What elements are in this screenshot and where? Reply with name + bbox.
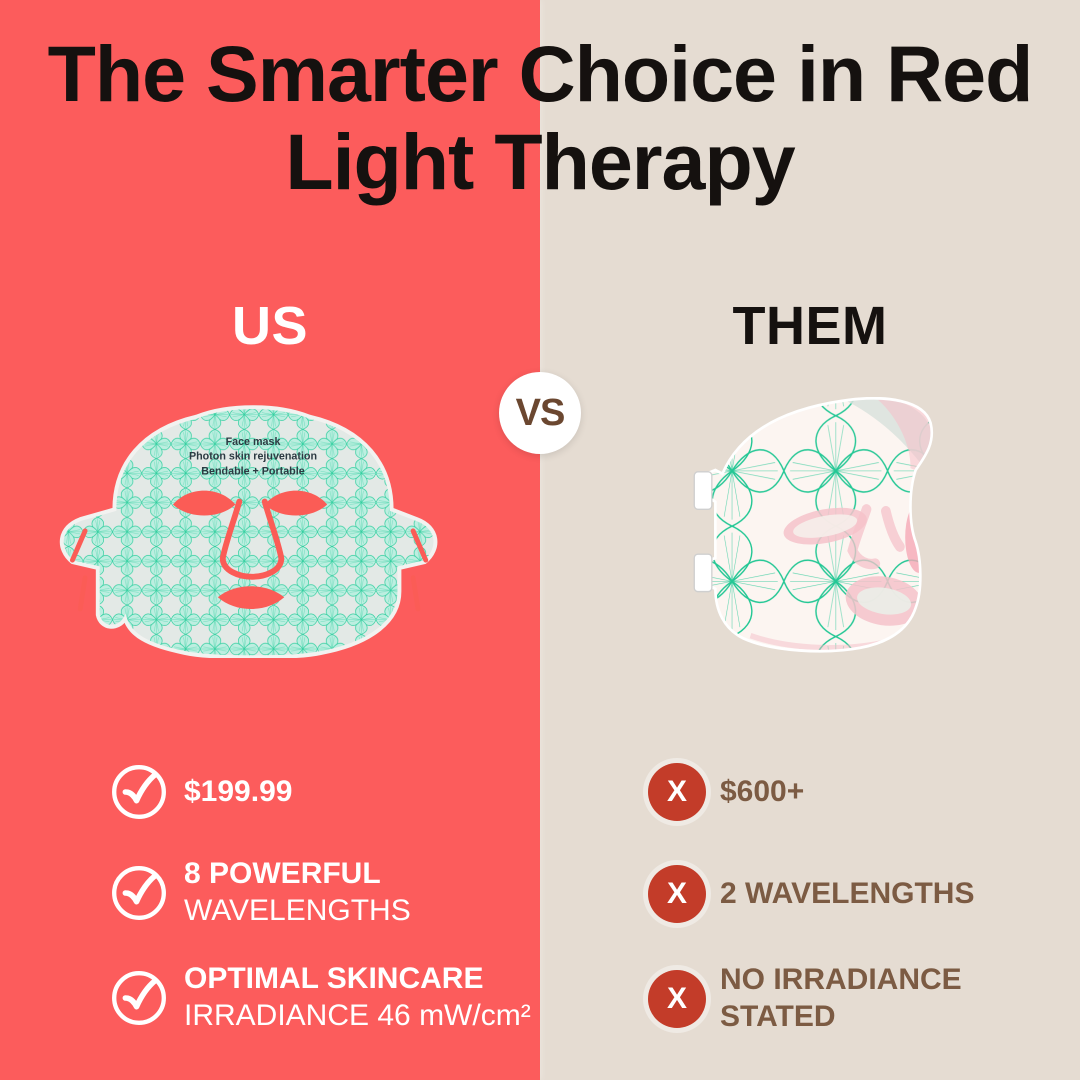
svg-text:Photon skin rejuvenation: Photon skin rejuvenation: [189, 451, 317, 463]
svg-text:Bendable + Portable: Bendable + Portable: [201, 465, 304, 477]
svg-text:Face mask: Face mask: [226, 436, 281, 448]
